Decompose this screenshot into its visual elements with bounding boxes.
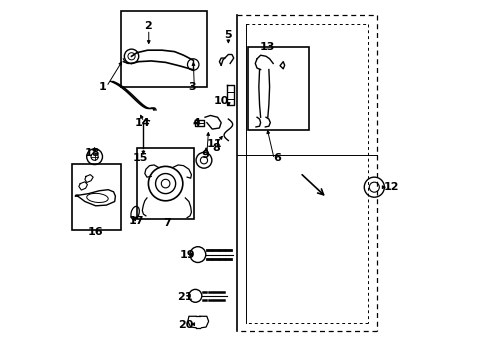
Text: 5: 5 — [224, 30, 232, 40]
Text: 7: 7 — [163, 218, 171, 228]
Text: 11: 11 — [206, 139, 222, 149]
Text: 9: 9 — [201, 150, 208, 160]
Text: 17: 17 — [129, 216, 144, 226]
Text: 14: 14 — [134, 118, 150, 128]
Text: 2: 2 — [143, 21, 151, 31]
Bar — [121, 12, 206, 87]
Text: 21: 21 — [177, 292, 193, 302]
Text: 19: 19 — [179, 250, 195, 260]
Text: 15: 15 — [133, 153, 148, 163]
Text: 3: 3 — [188, 82, 196, 92]
Text: 18: 18 — [84, 148, 100, 158]
Text: 8: 8 — [211, 143, 219, 153]
Text: 13: 13 — [260, 42, 275, 52]
Text: 20: 20 — [177, 320, 193, 330]
Bar — [247, 47, 308, 130]
Text: 10: 10 — [213, 96, 228, 106]
Text: 1: 1 — [99, 82, 106, 92]
Text: 6: 6 — [272, 153, 280, 163]
Bar — [72, 164, 121, 230]
Bar — [137, 148, 194, 220]
Text: 12: 12 — [383, 182, 399, 192]
Text: 4: 4 — [192, 118, 200, 128]
Text: 16: 16 — [88, 227, 103, 237]
